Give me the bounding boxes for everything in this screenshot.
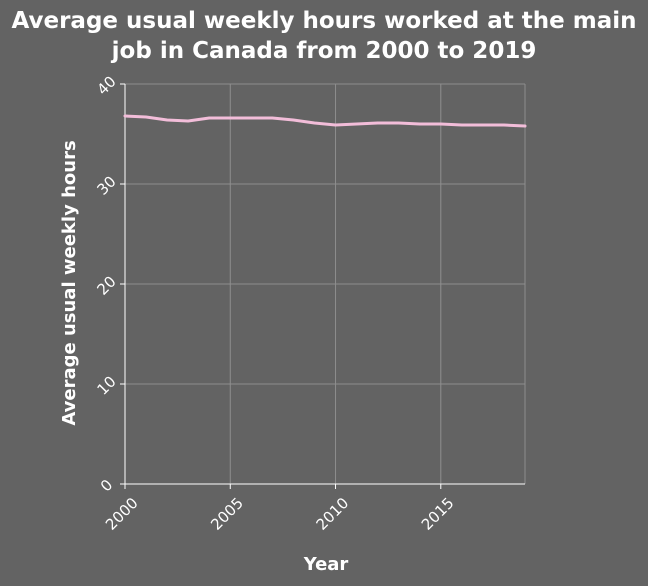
y-tick-label: 20 <box>94 273 120 299</box>
grid <box>125 83 526 484</box>
x-tick-label: 2015 <box>418 494 458 534</box>
y-tick-label: 40 <box>94 73 120 99</box>
chart-title: Average usual weekly hours worked at the… <box>11 8 637 64</box>
y-tick-label: 30 <box>94 173 120 199</box>
axes <box>120 83 525 489</box>
x-tick-label: 2010 <box>313 494 353 534</box>
tick-labels: 0 10 20 30 40 2000 2005 2010 2015 <box>94 73 458 534</box>
y-axis-label: Average usual weekly hours <box>59 140 80 425</box>
y-tick-label: 10 <box>94 373 120 399</box>
series <box>123 114 527 128</box>
series-line <box>123 114 527 128</box>
x-axis-label: Year <box>303 554 349 575</box>
x-tick-label: 2000 <box>102 494 142 534</box>
y-tick-label: 0 <box>97 476 116 495</box>
x-tick-label: 2005 <box>207 494 247 534</box>
